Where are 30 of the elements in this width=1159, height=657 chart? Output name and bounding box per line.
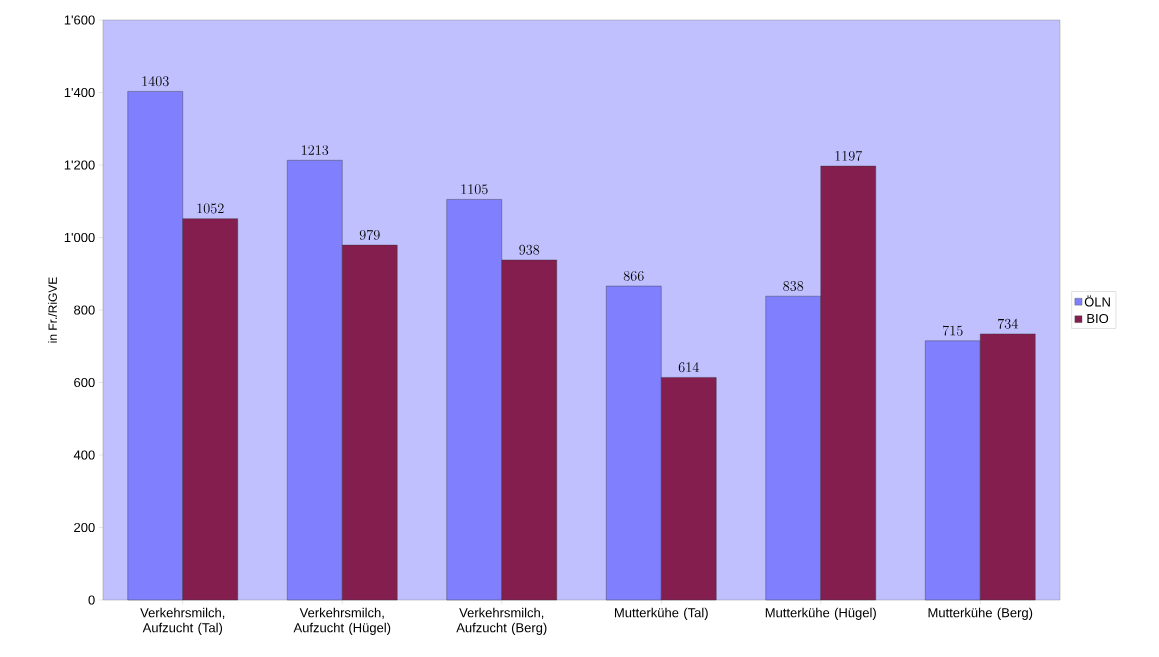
y-tick-label: 600 bbox=[74, 377, 95, 388]
x-tick-label: Verkehrsmilch, Aufzucht (Tal) bbox=[140, 607, 225, 635]
y-axis-title: in Fr./RiGVE bbox=[48, 277, 57, 343]
data-label: 1403 bbox=[142, 76, 169, 87]
x-tick-label: Verkehrsmilch, Aufzucht (Berg) bbox=[456, 607, 547, 635]
legend-label: ÖLN bbox=[1084, 295, 1110, 307]
data-label: 614 bbox=[678, 362, 699, 373]
data-label: 838 bbox=[783, 281, 804, 291]
legend-label: BIO bbox=[1087, 313, 1109, 324]
data-label: 938 bbox=[519, 244, 540, 255]
x-tick-label: Mutterkühe (Tal) bbox=[615, 607, 708, 620]
x-tick-label: Verkehrsmilch, Aufzucht (Hügel) bbox=[293, 607, 391, 635]
y-tick-label: 800 bbox=[74, 305, 95, 315]
x-tick-label: Mutterkühe (Berg) bbox=[928, 607, 1033, 620]
data-label: 1105 bbox=[461, 184, 488, 195]
y-tick-label: 1'000 bbox=[64, 232, 95, 243]
y-tick-label: 1'200 bbox=[64, 160, 95, 170]
y-tick-label: 200 bbox=[74, 522, 95, 533]
data-label: 715 bbox=[942, 325, 963, 336]
data-label: 979 bbox=[359, 229, 380, 240]
data-label: 1052 bbox=[197, 203, 224, 214]
y-tick-label: 0 bbox=[88, 595, 95, 605]
y-tick-label: 1'400 bbox=[64, 87, 95, 98]
y-tick-label: 400 bbox=[73, 450, 95, 460]
data-label: 1213 bbox=[301, 145, 329, 156]
data-label: 1197 bbox=[835, 150, 863, 161]
x-tick-label: Mutterkühe (Hügel) bbox=[765, 607, 876, 620]
data-label: 734 bbox=[997, 318, 1018, 329]
y-tick-label: 1'600 bbox=[64, 15, 95, 25]
data-label: 866 bbox=[623, 270, 644, 281]
